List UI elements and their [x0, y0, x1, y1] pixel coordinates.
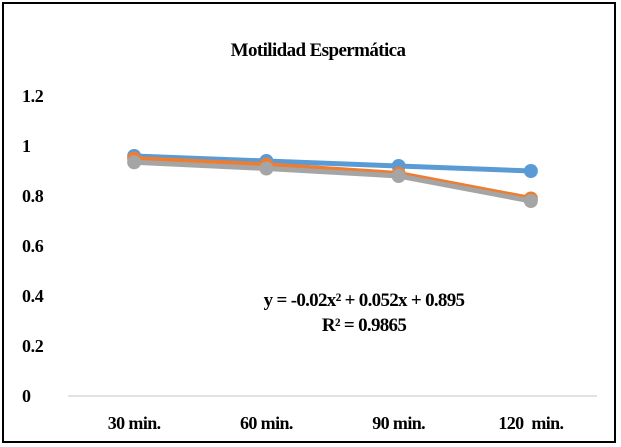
series-layer: [127, 149, 538, 208]
y-tick-label: 1.2: [22, 86, 44, 106]
x-tick-label: 60 min.: [240, 413, 293, 433]
x-tick-labels: 30 min. 60 min. 90 min. 120 min.: [108, 413, 564, 433]
series-1-line: [131, 153, 534, 174]
x-tick-label: 120 min.: [498, 413, 563, 433]
series-3-point: [523, 194, 538, 208]
y-tick-label: 1: [22, 136, 31, 156]
series-3-point: [391, 169, 406, 183]
trendline-equation: y = -0.02x² + 0.052x + 0.895: [264, 290, 465, 311]
y-tick-label: 0: [22, 386, 31, 406]
chart-frame: [2, 2, 616, 443]
y-tick-label: 0.4: [22, 286, 44, 306]
series-3-point: [127, 155, 142, 170]
x-tick-label: 30 min.: [108, 413, 161, 433]
chart-title: Motilidad Espermática: [231, 40, 407, 61]
x-tick-label: 90 min.: [372, 413, 425, 433]
r-squared-label: R² = 0.9865: [322, 315, 406, 336]
y-tick-labels: 1.2 1 0.8 0.6 0.4 0.2 0: [22, 86, 44, 406]
series-1-point: [523, 164, 538, 178]
y-tick-label: 0.8: [22, 186, 44, 206]
y-tick-label: 0.6: [22, 236, 44, 256]
series-3-line: [131, 159, 534, 204]
series-3-point: [259, 161, 274, 176]
y-tick-label: 0.2: [22, 336, 44, 356]
